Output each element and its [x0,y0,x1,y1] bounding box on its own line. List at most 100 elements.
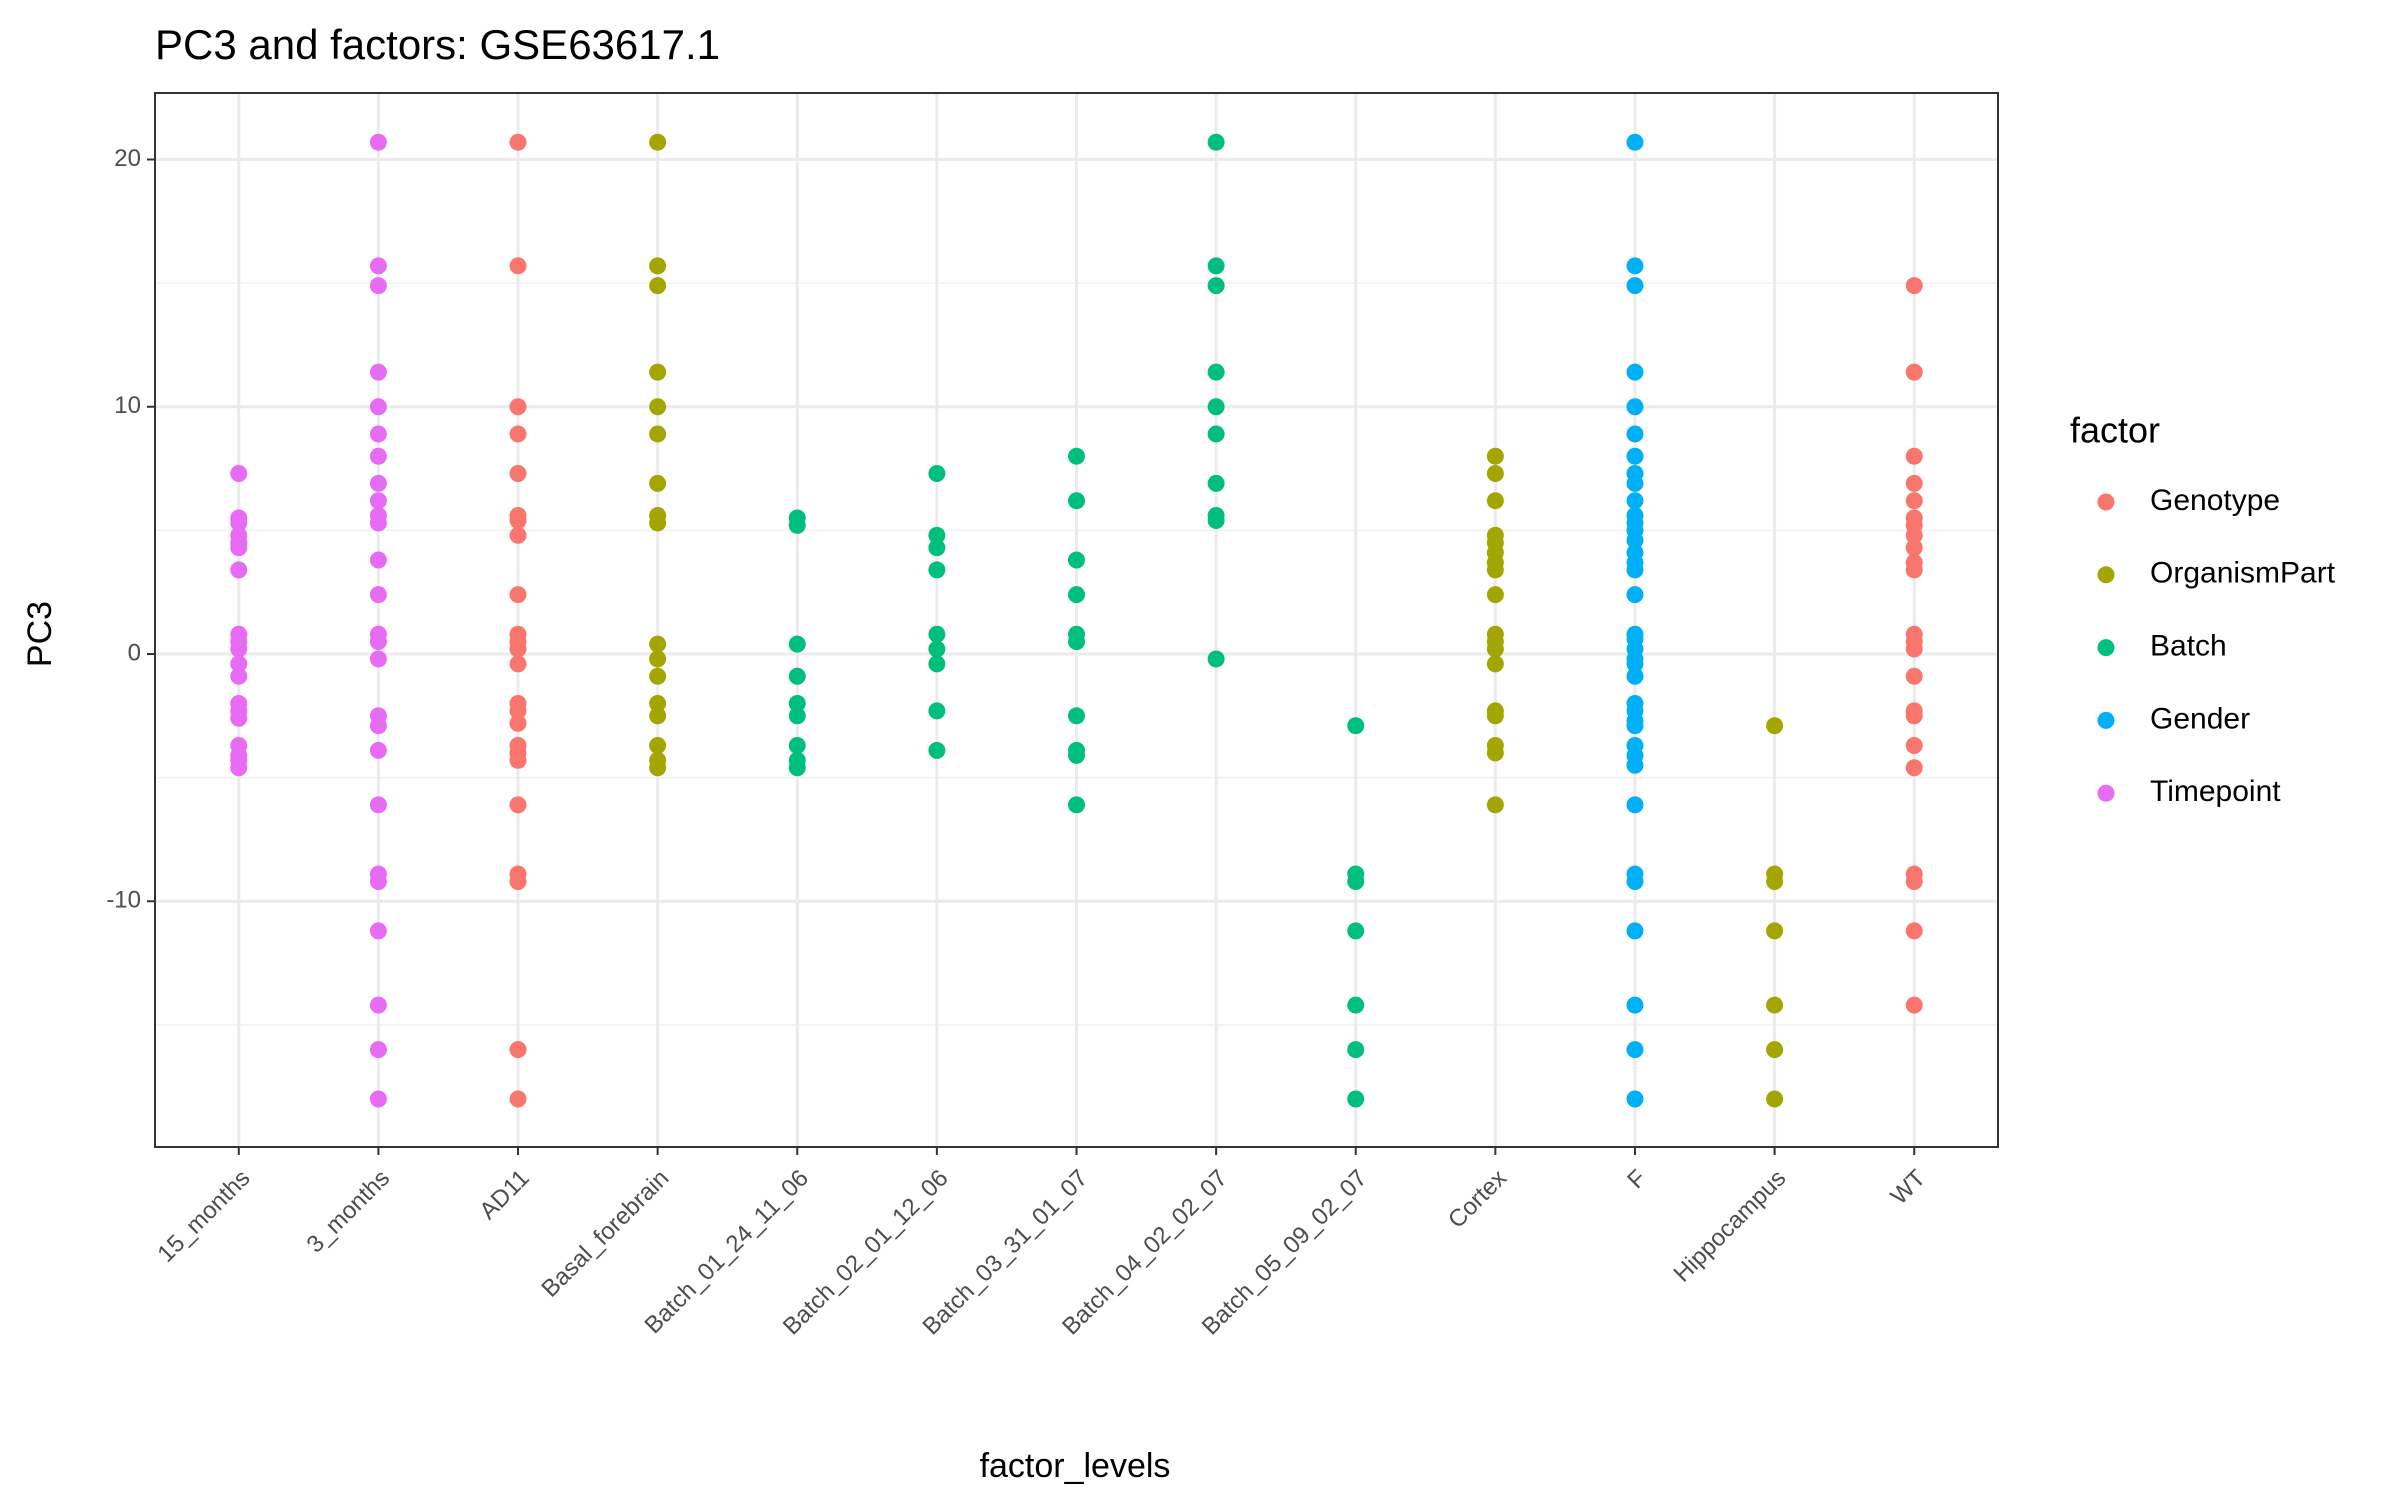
point [1905,640,1923,658]
point [509,425,527,443]
point [1486,465,1504,483]
legend-label: Gender [2150,702,2250,735]
point [230,759,248,777]
point [1068,707,1085,725]
point [1207,398,1225,416]
point [649,474,667,492]
point [509,133,527,151]
point [1626,667,1644,685]
point [649,667,667,685]
point [1068,746,1085,764]
point [788,516,806,534]
point [369,492,387,510]
point [928,561,946,579]
point [1626,922,1644,940]
point [649,635,667,653]
point [1486,655,1504,673]
point [1626,655,1644,673]
point [369,1041,387,1059]
point [1486,561,1504,579]
point [369,996,387,1014]
point [1626,474,1644,492]
point [649,398,667,416]
point [1905,363,1923,381]
point [649,759,667,777]
point [1905,707,1923,725]
point [509,751,527,769]
point [369,717,387,735]
point [1626,1041,1644,1059]
point [649,736,667,754]
point [1626,447,1644,465]
point [1068,447,1085,465]
point [1905,872,1923,890]
legend-key [2097,711,2115,729]
point [1905,561,1923,579]
point [509,398,527,416]
point [230,640,248,658]
point [509,1041,527,1059]
point [1905,996,1923,1014]
point [369,425,387,443]
point [1626,133,1644,151]
point [788,736,806,754]
point [1486,744,1504,762]
point [1068,492,1085,510]
point [1905,492,1923,510]
legend-key [2097,566,2115,584]
point [509,640,527,658]
point [649,650,667,668]
point [1626,425,1644,443]
point [1626,586,1644,604]
point [1486,640,1504,658]
legend-title: factor [2070,410,2160,451]
point [230,561,248,579]
point [1486,492,1504,510]
point [1626,363,1644,381]
point [1068,586,1085,604]
point [928,625,946,643]
point [928,526,946,544]
point [928,539,946,557]
point [1626,492,1644,510]
y-tick-label: 10 [114,392,141,419]
point [1207,650,1225,668]
point [1626,717,1644,735]
y-axis-title: PC3 [21,601,59,667]
point [928,741,946,759]
y-tick-label: 0 [128,639,141,666]
point [369,447,387,465]
point [509,702,527,720]
point [369,741,387,759]
point [649,694,667,712]
point [369,363,387,381]
point [369,133,387,151]
point [788,759,806,777]
point [1347,996,1365,1014]
point [1207,257,1225,275]
point [788,707,806,725]
point [509,714,527,732]
point [369,277,387,295]
point [1207,363,1225,381]
point [1068,796,1085,814]
point [369,796,387,814]
point [928,640,946,658]
point [788,667,806,685]
point [369,922,387,940]
point [649,707,667,725]
point [1347,1041,1365,1059]
point [369,872,387,890]
point [1486,447,1504,465]
point [1626,872,1644,890]
point [649,277,667,295]
point [369,650,387,668]
point [230,667,248,685]
y-tick-label: 20 [114,145,141,172]
point [1207,425,1225,443]
point [649,363,667,381]
point [509,586,527,604]
point [1905,447,1923,465]
